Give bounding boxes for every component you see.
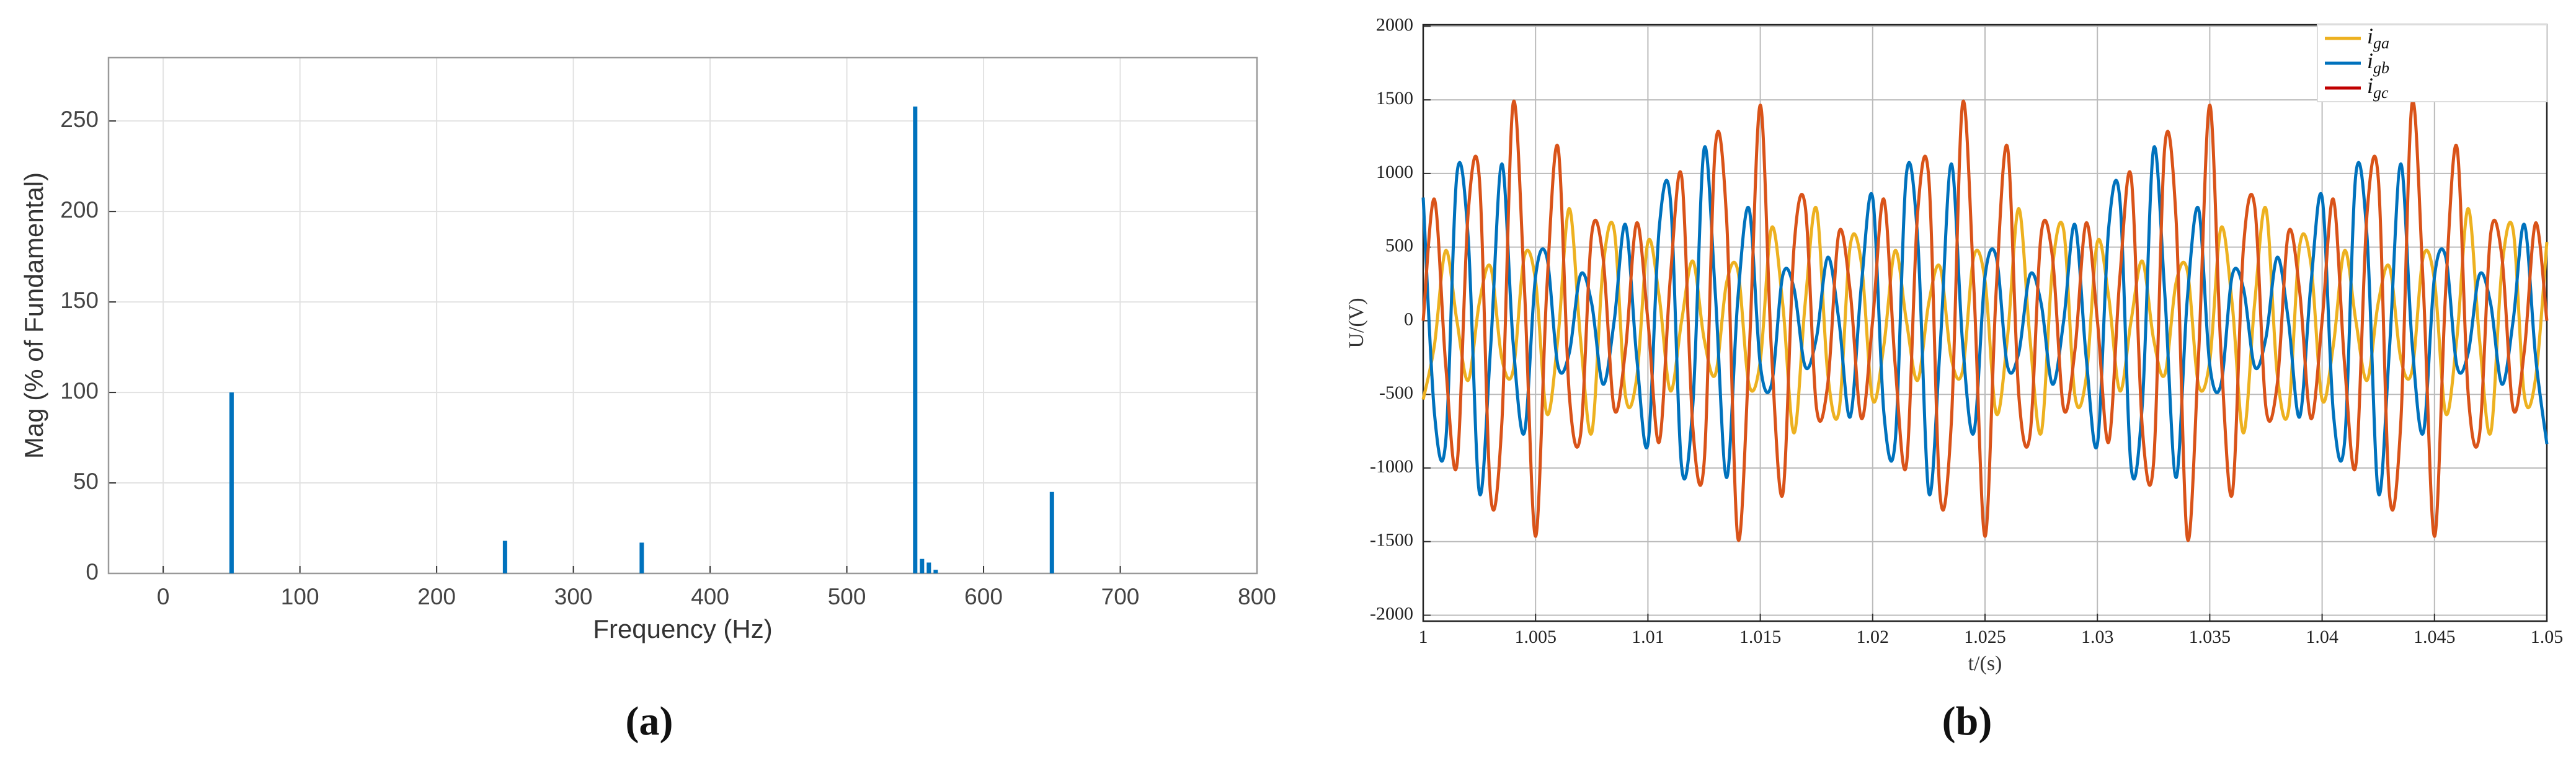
- y-tick-label: -1000: [1370, 456, 1413, 477]
- legend-label: iga: [2367, 24, 2389, 52]
- x-tick-label: 0: [157, 584, 170, 609]
- x-tick-label: 700: [1101, 584, 1140, 609]
- x-tick-label: 1.03: [2081, 627, 2114, 647]
- y-tick-label: 0: [86, 559, 99, 585]
- y-axis-label: Mag (% of Fundamental): [19, 172, 48, 459]
- x-tick-label: 1.02: [1857, 627, 1890, 647]
- x-tick-label: 500: [828, 584, 866, 609]
- y-tick-label: -1500: [1370, 530, 1413, 550]
- x-tick-label: 1.015: [1739, 627, 1782, 647]
- bar: [920, 559, 925, 573]
- x-tick-label: 1.025: [1964, 627, 2006, 647]
- chart-b: -2000 -1500 -1000 -500 0 500 1000 1500 2000 1 1.00…: [1345, 14, 2563, 744]
- x-tick-label: 600: [964, 584, 1003, 609]
- legend-label: igc: [2367, 73, 2389, 102]
- y-tick-label: 1500: [1376, 88, 1413, 108]
- bar: [926, 562, 931, 573]
- bar: [229, 392, 234, 573]
- x-tick-label: 100: [281, 584, 319, 609]
- y-tick-label: 2000: [1376, 14, 1413, 35]
- bar: [933, 570, 938, 573]
- plot-frame: [107, 56, 1258, 575]
- y-tick-label: -500: [1379, 382, 1413, 403]
- chart-a: 0 50 100 150 200 250 0 100 200 300 400 500 600 700 800…: [19, 56, 1276, 744]
- x-tick-label: 1.01: [1632, 627, 1664, 647]
- y-axis-label: U/(V): [1345, 298, 1368, 348]
- x-tick-label: 400: [691, 584, 729, 609]
- y-tick-label: 1000: [1376, 162, 1413, 182]
- y-tick-label: 250: [60, 107, 99, 132]
- y-tick-label: 0: [1404, 309, 1413, 329]
- caption: (a): [626, 699, 673, 744]
- plot-area: [109, 58, 1257, 573]
- x-tick-label: 1: [1419, 627, 1428, 647]
- caption: (b): [1942, 699, 1992, 744]
- x-tick-label: 800: [1238, 584, 1276, 609]
- x-axis-label: Frequency (Hz): [593, 614, 772, 643]
- x-tick-label: 200: [417, 584, 456, 609]
- x-tick-label: 1.035: [2189, 627, 2231, 647]
- y-tick-label: 150: [60, 288, 99, 313]
- bar: [639, 542, 644, 573]
- y-tick-label: 100: [60, 378, 99, 404]
- bar: [1049, 492, 1054, 573]
- x-tick-label: 1.005: [1514, 627, 1557, 647]
- y-tick-label: 500: [1385, 236, 1413, 256]
- y-tick-label: 200: [60, 197, 99, 223]
- plot-frame: [1422, 24, 2548, 622]
- bar: [502, 541, 507, 573]
- series-line: [1421, 99, 2549, 542]
- y-tick-label: 50: [73, 469, 99, 494]
- legend-label: igb: [2367, 48, 2389, 77]
- x-axis-label: t/(s): [1968, 652, 2002, 675]
- x-tick-label: 1.04: [2306, 627, 2338, 647]
- bar: [913, 106, 918, 574]
- x-tick-label: 1.045: [2414, 627, 2456, 647]
- x-tick-label: 1.05: [2531, 627, 2564, 647]
- x-tick-label: 300: [554, 584, 593, 609]
- y-tick-label: -2000: [1370, 603, 1413, 624]
